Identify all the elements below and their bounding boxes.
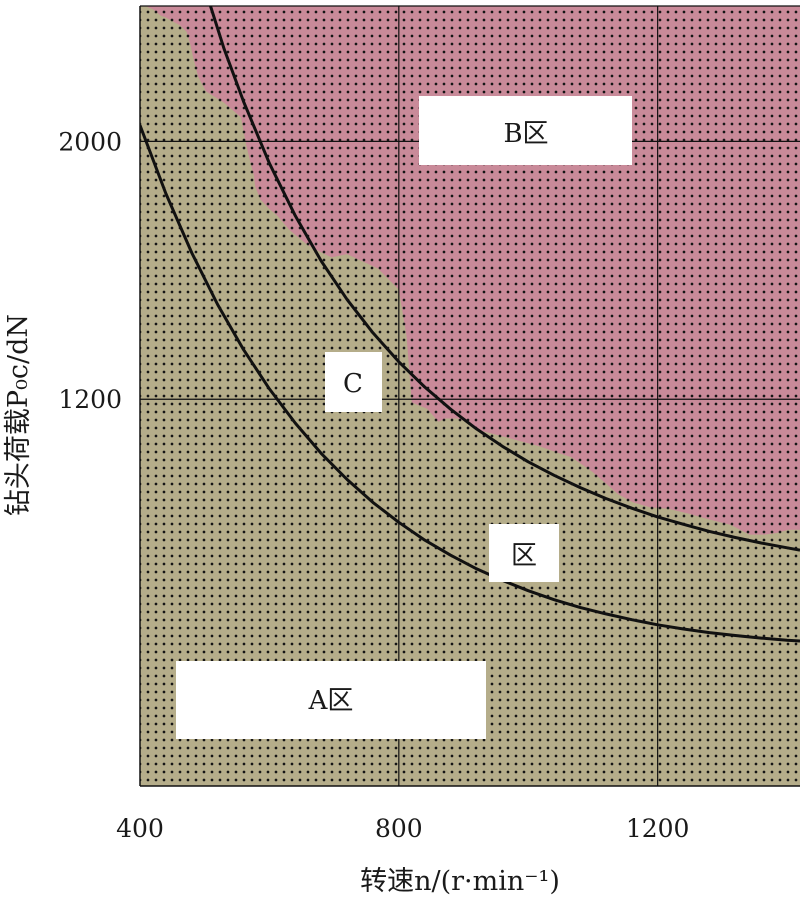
y-tick-label-2000: 2000 bbox=[58, 127, 122, 156]
region-label-c: C bbox=[343, 369, 363, 399]
curve-1 bbox=[140, 124, 800, 643]
x-tick-label-400: 400 bbox=[116, 814, 164, 843]
y-tick-label-1200: 1200 bbox=[58, 385, 122, 414]
y-axis-title: 钻头荷载P₀c/dN bbox=[3, 314, 34, 516]
region-label-a: A区 bbox=[308, 686, 354, 716]
label-box-c bbox=[325, 352, 382, 412]
curve-2 bbox=[209, 6, 800, 552]
label-box-b bbox=[419, 96, 632, 165]
x-tick-label-1200: 1200 bbox=[626, 814, 690, 843]
region-label-b: B区 bbox=[503, 119, 548, 149]
x-axis-title: 转速n/(r·min⁻¹) bbox=[360, 866, 560, 897]
tick-labels: 400 800 1200 1200 2000 bbox=[58, 127, 689, 843]
region-label-c-qu: 区 bbox=[511, 541, 537, 571]
label-box-a bbox=[176, 661, 486, 739]
curves bbox=[140, 6, 800, 643]
x-tick-label-800: 800 bbox=[375, 814, 423, 843]
label-box-c-qu bbox=[489, 524, 559, 582]
